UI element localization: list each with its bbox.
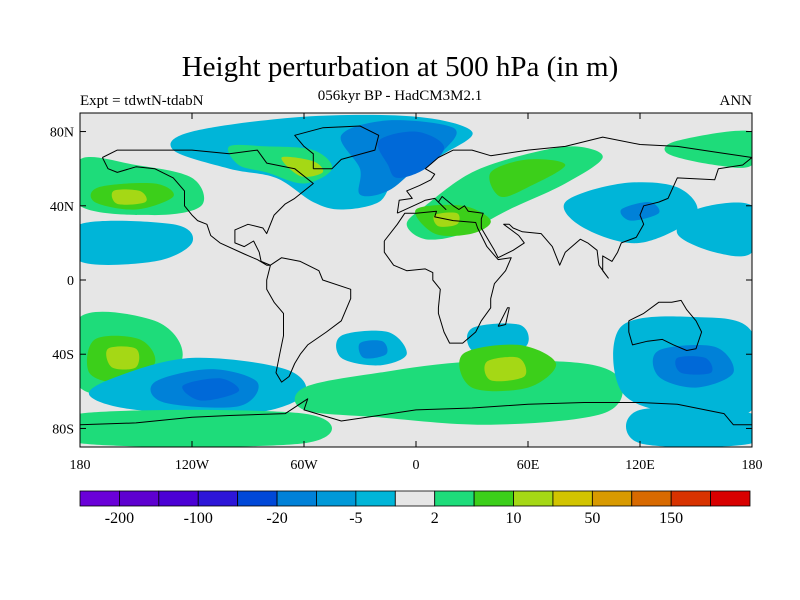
x-tick-label: 180: [70, 458, 91, 473]
field-so-pac-core: [182, 378, 240, 401]
field-asia-core: [620, 202, 660, 221]
colorbar-label: 150: [659, 510, 683, 527]
plot-title: Height perturbation at 500 hPa (in m): [181, 51, 619, 83]
axis-ticks: 180 120W 60W 0 60E 120E 180 80N 40N 0 40S 80S: [50, 113, 763, 473]
coastline-south-america: [266, 257, 352, 383]
field-trop-pac-blue: [80, 220, 194, 265]
colorbar-swatch: [670, 490, 711, 507]
field-spac-yellow: [106, 346, 140, 370]
coastline-australia: [628, 299, 703, 351]
coastline-madagascar: [497, 307, 510, 327]
period-model-label: 056kyr BP - HadCM3M2.1: [317, 88, 483, 104]
coastlines: [80, 125, 752, 426]
field-so-ind-yellow: [484, 356, 527, 382]
field-antarctic-green: [80, 409, 332, 447]
colorbar-swatch: [355, 490, 396, 507]
colorbar-swatch: [119, 490, 160, 507]
colorbar-label: 50: [584, 510, 600, 527]
field-nam-yellow: [281, 156, 324, 177]
field-antarctic-blue: [625, 407, 752, 447]
colorbar-swatch: [237, 490, 278, 507]
colorbar-swatch: [473, 490, 514, 507]
contour-fields: [80, 114, 752, 447]
colorbar-swatch: [591, 490, 633, 507]
colorbar-label: 2: [431, 510, 439, 527]
colorbar-label: -200: [105, 510, 134, 527]
colorbar-label: -100: [184, 510, 213, 527]
colorbar-swatch: [552, 490, 593, 507]
y-tick-label: 40S: [52, 348, 74, 363]
colorbar-swatch: [710, 490, 751, 507]
colorbar-swatch: [394, 490, 436, 507]
colorbar-label: -5: [349, 510, 362, 527]
colorbar-swatch: [158, 490, 199, 507]
y-tick-label: 80S: [52, 422, 74, 437]
coastline-north-america: [101, 149, 314, 266]
field-npac-yellow: [111, 189, 147, 205]
colorbar-swatch: [316, 490, 357, 507]
field-eurasia-lime: [489, 159, 566, 198]
x-tick-label: 0: [413, 458, 420, 473]
colorbar-swatch: [197, 490, 239, 507]
y-tick-label: 40N: [50, 200, 74, 215]
colorbar-label: 10: [506, 510, 522, 527]
x-tick-label: 120E: [625, 458, 655, 473]
x-tick-label: 180: [742, 458, 763, 473]
colorbar-swatch: [513, 490, 554, 507]
x-tick-label: 60E: [517, 458, 540, 473]
colorbar-swatch: [631, 490, 672, 507]
field-aus-core: [675, 356, 713, 375]
coastline-greenland: [294, 125, 380, 170]
colorbar-swatch: [276, 490, 317, 507]
colorbar: -200 -100 -20 -5 2 10 50 150: [79, 490, 751, 527]
colorbar-swatch: [79, 490, 120, 507]
coastline-africa: [383, 210, 512, 344]
field-epac-blue: [676, 202, 752, 257]
colorbar-swatch: [434, 490, 475, 507]
field-arctic-east-green: [664, 130, 752, 168]
field-satl-mid: [358, 340, 388, 359]
colorbar-label: -20: [266, 510, 287, 527]
y-tick-label: 80N: [50, 126, 74, 141]
coastline-eurasia: [396, 136, 752, 279]
x-tick-label: 120W: [175, 458, 210, 473]
experiment-label: Expt = tdwtN-tdabN: [80, 93, 204, 109]
y-tick-label: 0: [67, 274, 74, 289]
coastline-antarctica: [80, 398, 752, 426]
x-tick-label: 60W: [290, 458, 318, 473]
season-label: ANN: [719, 93, 753, 109]
